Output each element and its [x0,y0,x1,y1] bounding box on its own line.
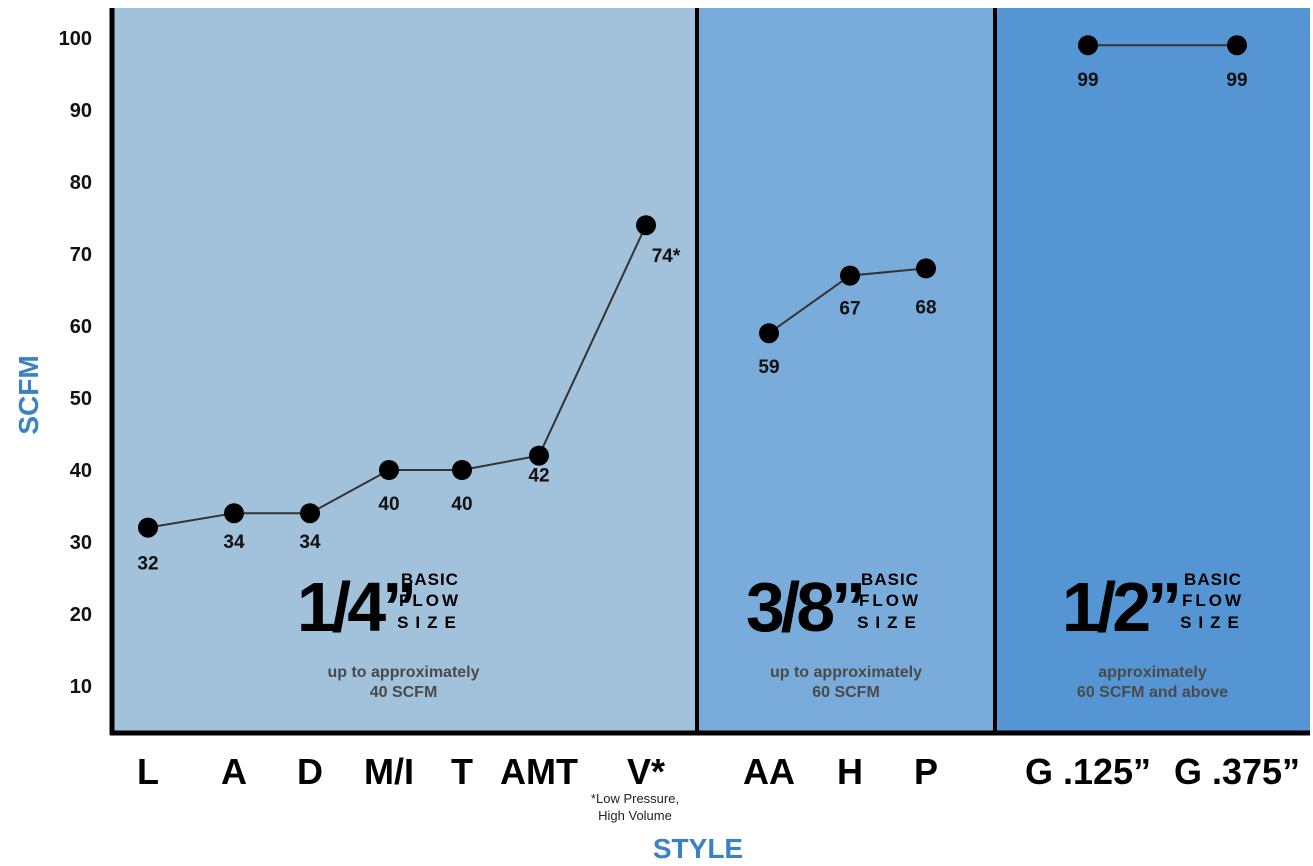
y-tick-label: 40 [70,460,92,482]
region-size-label: 1/4” [297,568,413,646]
data-point [840,265,860,286]
region-flow-label: FLOW [1182,591,1244,610]
region-basic-label: BASIC [861,570,919,589]
region-1-background [110,8,697,733]
x-category-label: D [297,751,323,792]
data-label: 42 [528,466,549,487]
data-point [916,258,936,279]
region-description-line-1: up to approximately [770,664,922,681]
data-point [529,445,549,466]
region-basic-label: BASIC [1184,570,1242,589]
data-label: 34 [299,532,321,553]
region-flow-label: FLOW [399,591,461,610]
data-label: 59 [758,357,779,378]
region-flow-label: FLOW [859,591,921,610]
x-category-label: G .125” [1025,751,1151,792]
data-point [379,460,399,480]
region-description-line-1: up to approximately [327,664,479,681]
x-axis-title: STYLE [653,833,743,864]
region-2-background [697,8,995,733]
data-label: 40 [378,494,399,515]
x-category-label: M/I [364,751,414,792]
region-basic-label: BASIC [401,570,459,589]
region-description-line-1: approximately [1098,664,1207,681]
region-size-label: 1/2” [1062,568,1178,646]
data-label: 67 [839,299,860,320]
y-tick-label: 60 [70,316,92,338]
x-category-label: AMT [500,751,578,792]
region-size-label: 3/8” [746,568,862,646]
footnote-line-2: High Volume [598,808,672,823]
x-category-label: AA [743,751,795,792]
x-category-label: H [837,751,863,792]
y-tick-label: 70 [70,244,92,266]
x-category-label: L [137,751,159,792]
region-size-word: SIZE [857,613,923,632]
data-label: 99 [1077,70,1098,91]
y-tick-label: 30 [70,532,92,554]
y-tick-label: 10 [70,676,92,698]
y-tick-label: 50 [70,388,92,410]
data-label: 74* [652,246,681,267]
y-tick-label: 20 [70,604,92,626]
region-3-background [995,8,1310,733]
footnote-line-1: *Low Pressure, [591,791,679,806]
data-label: 68 [915,297,936,318]
data-point [138,517,158,538]
x-category-label: G .375” [1174,751,1300,792]
x-category-label: V* [627,751,665,792]
region-description-line-2: 40 SCFM [370,684,438,701]
x-category-label: P [914,751,938,792]
x-category-label: A [221,751,247,792]
y-tick-label: 100 [59,28,92,50]
region-description-line-2: 60 SCFM [812,684,880,701]
region-description-line-2: 60 SCFM and above [1077,684,1228,701]
data-point [300,503,320,524]
data-point [636,215,656,236]
data-point [224,503,244,524]
data-label: 40 [451,494,472,515]
data-label: 34 [223,532,245,553]
region-size-word: SIZE [397,613,463,632]
y-tick-label: 90 [70,100,92,122]
data-point [759,323,779,344]
data-label: 99 [1226,70,1247,91]
data-point [1227,35,1247,56]
data-label: 32 [137,554,158,575]
data-point [452,460,472,480]
y-axis-title: SCFM [13,355,44,434]
data-point [1078,35,1098,56]
y-tick-label: 80 [70,172,92,194]
x-category-label: T [451,751,473,792]
region-size-word: SIZE [1180,613,1246,632]
